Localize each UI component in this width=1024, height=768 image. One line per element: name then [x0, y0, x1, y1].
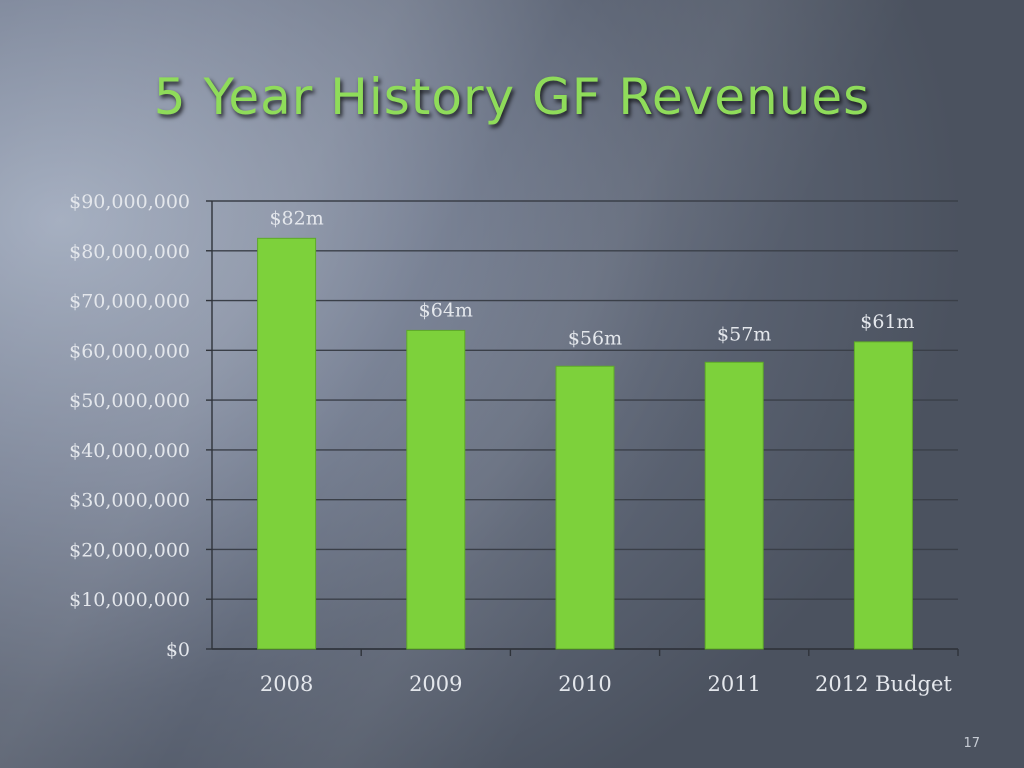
x-tick-label: 2009 [409, 672, 462, 696]
bar [257, 237, 317, 650]
slide-title: 5 Year History GF Revenues [153, 68, 871, 126]
y-tick-label: $30,000,000 [69, 490, 190, 512]
y-tick-label: $90,000,000 [69, 191, 190, 213]
bar [406, 329, 466, 650]
x-tick-label: 2012 Budget [815, 672, 952, 696]
page-number: 17 [963, 736, 980, 751]
bar [555, 365, 615, 650]
x-tick-label: 2010 [558, 672, 611, 696]
y-tick-label: $0 [166, 639, 190, 661]
y-tick-label: $50,000,000 [69, 390, 190, 412]
data-label: $64m [419, 299, 473, 321]
x-tick-label: 2008 [260, 672, 313, 696]
y-tick-label: $40,000,000 [69, 440, 190, 462]
bars [257, 237, 913, 650]
data-label: $56m [568, 327, 622, 349]
y-tick-label: $10,000,000 [69, 589, 190, 611]
bar [704, 361, 764, 650]
data-label: $82m [269, 207, 323, 229]
data-label: $57m [717, 323, 771, 345]
y-tick-label: $80,000,000 [69, 241, 190, 263]
y-tick-label: $60,000,000 [69, 340, 190, 362]
labels: $0 $10,000,000 $20,000,000 $30,000,000 $40,0… [69, 191, 952, 696]
y-tick-label: $70,000,000 [69, 291, 190, 313]
data-label: $61m [860, 311, 914, 333]
x-tick-label: 2011 [707, 672, 760, 696]
y-tick-label: $20,000,000 [69, 539, 190, 561]
bar [853, 341, 913, 650]
